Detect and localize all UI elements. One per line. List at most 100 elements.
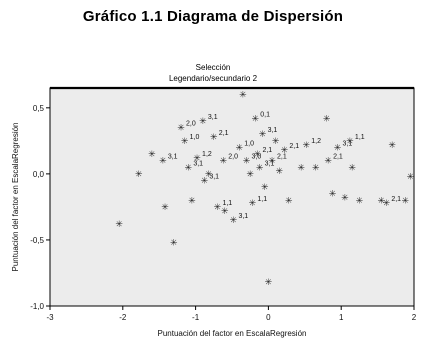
point-marker: ✳ [230, 215, 238, 225]
data-point: ✳ 3,1 [256, 160, 275, 172]
point-label: 3,1 [265, 160, 275, 167]
point-marker: ✳ [377, 195, 385, 205]
point-label: 1,1 [355, 134, 365, 141]
data-point: ✳ [285, 195, 293, 205]
point-marker: ✳ [297, 162, 305, 172]
data-point: ✳ 2,1 [324, 154, 343, 166]
point-marker: ✳ [161, 202, 169, 212]
point-marker: ✳ [214, 202, 222, 212]
point-marker: ✳ [205, 169, 213, 179]
point-marker: ✳ [246, 169, 254, 179]
data-point: ✳ 3,1 [159, 154, 178, 166]
data-point: ✳ [261, 182, 269, 192]
point-marker: ✳ [221, 206, 229, 216]
data-point: ✳ [329, 189, 337, 199]
y-axis-label: Puntuación del factor en EscalaRegresión [11, 123, 20, 272]
y-tick-label: -0,5 [30, 236, 44, 245]
point-marker: ✳ [341, 193, 349, 203]
data-point: ✳ [161, 202, 169, 212]
data-point: ✳ 3,1 [259, 127, 278, 139]
x-axis-label: Puntuación del factor en EscalaRegresión [158, 329, 307, 338]
point-marker: ✳ [254, 149, 262, 159]
point-marker: ✳ [356, 195, 364, 205]
point-marker: ✳ [243, 156, 251, 166]
point-marker: ✳ [148, 149, 156, 159]
point-label: 0,1 [260, 111, 270, 118]
data-point: ✳ [276, 166, 284, 176]
point-marker: ✳ [159, 156, 167, 166]
data-point: ✳ 2,1 [254, 147, 273, 159]
data-point: ✳ 3,1 [199, 114, 218, 126]
data-point: ✳ 2,1 [281, 143, 300, 155]
point-label: 2,1 [277, 154, 287, 161]
point-marker: ✳ [115, 219, 123, 229]
data-point: ✳ [170, 238, 178, 248]
point-marker: ✳ [249, 198, 257, 208]
point-marker: ✳ [210, 132, 218, 142]
data-point: ✳ [148, 149, 156, 159]
point-label: 2,1 [289, 143, 299, 150]
point-label: 2,1 [333, 154, 343, 161]
data-point: ✳ [246, 169, 254, 179]
data-point: ✳ 1,1 [214, 200, 233, 212]
point-label: 2,0 [228, 154, 238, 161]
point-marker: ✳ [185, 162, 193, 172]
point-marker: ✳ [323, 113, 331, 123]
point-label: 3,0 [252, 154, 262, 161]
point-marker: ✳ [346, 136, 354, 146]
data-point: ✳ [272, 136, 280, 146]
point-marker: ✳ [256, 162, 264, 172]
data-point: ✳ 1,1 [346, 134, 365, 146]
point-label: 3,1 [193, 160, 203, 167]
data-point: ✳ 1,0 [181, 134, 200, 146]
data-point: ✳ 2,1 [210, 130, 229, 142]
y-tick-label: 0,0 [33, 170, 45, 179]
point-label: 2,1 [391, 196, 401, 203]
data-point: ✳ 3,1 [201, 173, 220, 185]
data-point: ✳ [265, 277, 273, 287]
point-marker: ✳ [193, 153, 201, 163]
point-marker: ✳ [281, 145, 289, 155]
plot-subtitle-2: Legendario/secundario 2 [168, 74, 258, 83]
point-label: 3,1 [268, 127, 278, 134]
data-point: ✳ [341, 193, 349, 203]
x-tick-label: 0 [266, 313, 271, 322]
data-point: ✳ [297, 162, 305, 172]
point-label: 1,2 [202, 151, 212, 158]
point-marker: ✳ [181, 136, 189, 146]
point-marker: ✳ [177, 123, 185, 133]
data-point: ✳ 3,1 [334, 140, 353, 152]
x-tick-label: -2 [119, 313, 127, 322]
point-marker: ✳ [334, 142, 342, 152]
point-marker: ✳ [268, 156, 276, 166]
point-label: 1,1 [257, 196, 267, 203]
point-marker: ✳ [272, 136, 280, 146]
point-marker: ✳ [252, 113, 260, 123]
point-marker: ✳ [188, 195, 196, 205]
point-marker: ✳ [135, 169, 143, 179]
data-point: ✳ [312, 162, 320, 172]
x-tick-label: 2 [412, 313, 417, 322]
x-tick-label: -3 [46, 313, 54, 322]
y-tick-label: -1,0 [30, 302, 44, 311]
x-tick-label: -1 [192, 313, 200, 322]
data-point: ✳ 2,1 [268, 154, 287, 166]
chart-title: Gráfico 1.1 Diagrama de Dispersión [82, 8, 344, 25]
data-point: ✳ [377, 195, 385, 205]
point-marker: ✳ [329, 189, 337, 199]
point-label: 1,0 [244, 140, 254, 147]
data-point: ✳ [239, 90, 247, 100]
point-marker: ✳ [276, 166, 284, 176]
x-tick-label: 1 [339, 313, 344, 322]
data-point: ✳ [188, 195, 196, 205]
point-label: 3,1 [208, 114, 218, 121]
data-point: ✳ [135, 169, 143, 179]
plot-background [49, 87, 415, 307]
point-marker: ✳ [312, 162, 320, 172]
point-marker: ✳ [219, 156, 227, 166]
data-point: ✳ 1,2 [302, 138, 321, 150]
point-marker: ✳ [302, 140, 310, 150]
plot-subtitle-1: Selección [195, 63, 231, 72]
data-point: ✳ 3,0 [243, 154, 262, 166]
